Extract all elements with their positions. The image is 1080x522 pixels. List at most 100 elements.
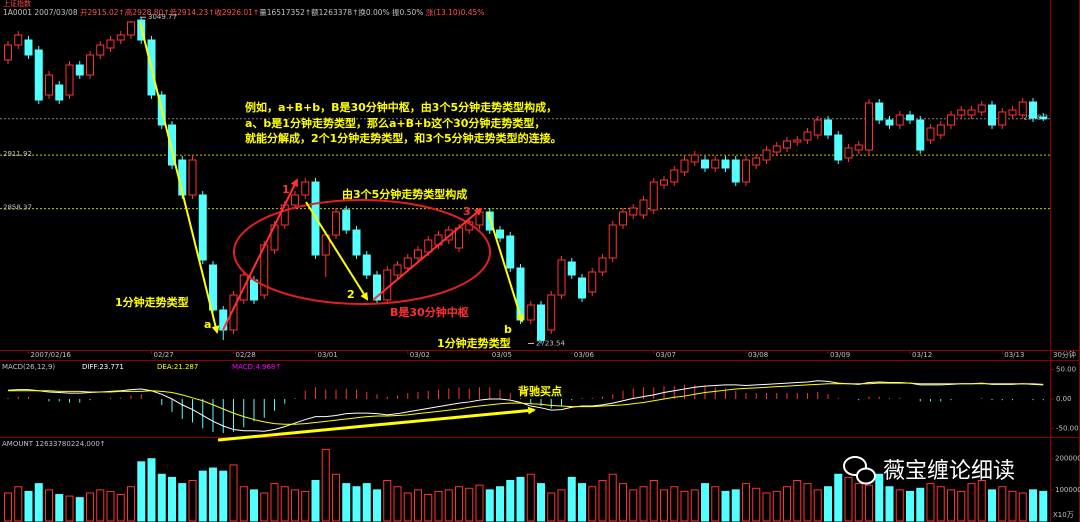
arrow (222, 178, 298, 331)
candle-body (547, 294, 556, 331)
volume-bar (772, 490, 781, 522)
candle-body (229, 294, 238, 331)
candle-body (209, 264, 217, 311)
candle-body (936, 124, 945, 136)
volume-bar (373, 489, 381, 522)
candle-body (588, 271, 597, 293)
candle-body (977, 104, 986, 113)
candle-body (834, 134, 843, 161)
candle-body (362, 254, 371, 276)
candle-body (731, 159, 740, 183)
macd-line (8, 382, 1044, 425)
volume-bar (414, 489, 422, 522)
volume-bar (998, 486, 1007, 522)
annotation: 例如，a+B+b，B是30分钟中枢，由3个5分钟走势类型构成， (245, 100, 557, 114)
volume-bar (813, 489, 822, 522)
volume-bar (854, 483, 863, 522)
volume-bar (424, 494, 433, 522)
x-tick-label: 02/28 (236, 351, 256, 359)
volume-bar (301, 490, 310, 522)
candle-body (14, 34, 23, 46)
volume-bar (168, 476, 176, 522)
volume-bar (178, 483, 187, 522)
volume-bar (198, 470, 207, 522)
annotation: b (504, 323, 512, 336)
volume-bar (127, 486, 135, 522)
macd-line (7, 380, 1044, 432)
volume-bar (803, 483, 812, 522)
x-tick-label: 03/06 (574, 351, 595, 359)
volume-bar (526, 473, 535, 522)
volume-bar (270, 483, 279, 522)
candle-body (875, 102, 884, 121)
volume-bar (742, 483, 750, 522)
volume-bar (834, 473, 843, 522)
annotation: B是30分钟中枢 (390, 305, 469, 319)
candle-body (475, 211, 484, 226)
x-tick-label: 03/02 (410, 351, 430, 359)
volume-bar (352, 486, 361, 522)
volume-bar (649, 480, 658, 522)
y-tick-label: -50.00 (1056, 424, 1079, 432)
volume-bar (711, 486, 720, 522)
volume-bar (311, 480, 320, 522)
volume-bar (875, 473, 884, 522)
volume-bar (578, 483, 586, 522)
volume-bar (465, 487, 474, 522)
annotation: 1 (282, 183, 290, 196)
volume-bar (844, 476, 853, 522)
volume-bar (557, 489, 566, 522)
candle-body (506, 235, 515, 269)
volume-bar (947, 489, 955, 522)
volume-bar (403, 492, 412, 522)
candle-body (86, 54, 94, 76)
candle-body (998, 111, 1007, 126)
x-tick-label: 03/07 (656, 351, 676, 359)
candle-body (342, 209, 351, 231)
candle-body (916, 119, 925, 151)
unit-label: X10万 (1053, 511, 1074, 519)
candle-body (752, 157, 761, 166)
volume-bar (885, 486, 894, 522)
volume-bar (434, 490, 443, 522)
icon-bubble (856, 467, 876, 485)
candle-body (1029, 101, 1037, 119)
candle-body (373, 274, 381, 301)
candle-body (127, 21, 135, 36)
candle-body (844, 147, 853, 159)
candle-body (639, 199, 648, 216)
candle-body (988, 104, 996, 126)
volume-bar (229, 464, 238, 522)
volume-bar (137, 461, 146, 522)
arrow (487, 211, 525, 323)
volume-bar (65, 495, 74, 522)
volume-bar (762, 492, 771, 522)
candle-body (516, 267, 525, 321)
annotation: 1分钟走势类型 (115, 295, 189, 309)
volume-bar (219, 470, 228, 522)
x-tick-label: 03/13 (1004, 351, 1024, 359)
legend-entry: DEA:21.287 (157, 363, 198, 371)
candle-body (762, 149, 771, 161)
x-tick-label: 03/08 (748, 351, 768, 359)
volume-bar (383, 480, 392, 522)
volume-bar (260, 492, 269, 522)
candle-body (537, 304, 545, 341)
candle-body (4, 44, 12, 61)
candle-body (45, 74, 53, 96)
candle-body (567, 261, 576, 276)
volume-bar (824, 486, 832, 522)
legend-entry: DIFF:23.771 (82, 363, 124, 371)
candle-body (485, 211, 494, 231)
volume-bar (721, 490, 730, 522)
candle-body (947, 114, 955, 126)
candle-body (783, 140, 791, 149)
volume-bar (506, 480, 515, 522)
volume-bar (537, 483, 545, 522)
candle-body (526, 304, 535, 321)
volume-bar (567, 476, 576, 522)
candle-body (414, 249, 422, 259)
volume-bar (75, 497, 84, 522)
volume-bar (444, 489, 453, 522)
quote-segment: 1A0001 2007/03/08 (3, 8, 80, 17)
